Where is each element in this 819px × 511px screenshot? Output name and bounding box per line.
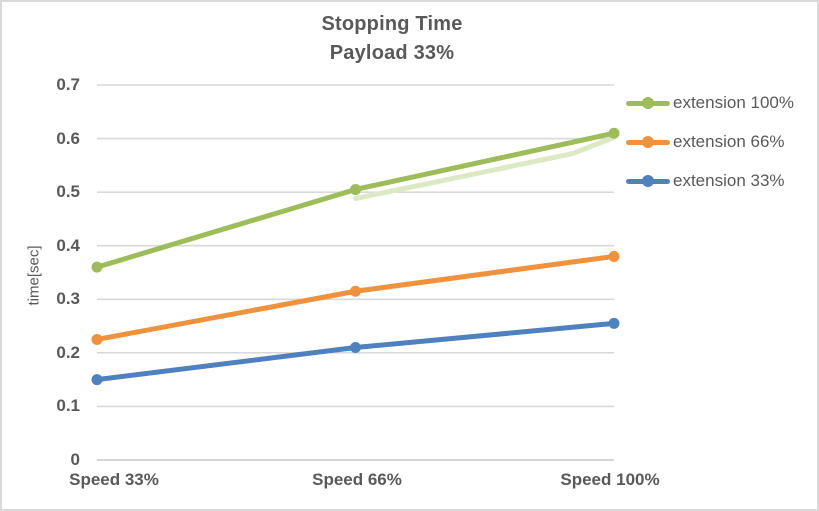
series-line [94, 253, 617, 342]
y-tick-label: 0.5 [56, 182, 80, 202]
legend-line-marker-icon [626, 136, 670, 148]
legend-label: extension 100% [673, 93, 794, 112]
data-point-marker [91, 333, 103, 345]
legend-dot-icon [642, 175, 654, 187]
legend-item[interactable]: extension 66% [626, 122, 817, 162]
chart-title-line1: Stopping Time [321, 13, 463, 35]
legend-label: extension 33% [673, 171, 785, 190]
legend-label: extension 66% [673, 132, 785, 151]
series-shadow-line [353, 135, 617, 202]
data-point-marker [608, 317, 620, 329]
data-point-marker [608, 250, 620, 262]
data-point-marker [91, 374, 103, 386]
data-point-marker [608, 127, 620, 139]
y-tick-label: 0 [70, 450, 80, 469]
legend-item[interactable]: extension 33% [626, 161, 817, 201]
chart-title: Stopping Time Payload 33% [97, 10, 687, 68]
data-point-marker [91, 261, 103, 273]
y-tick-label: 0.6 [56, 128, 80, 148]
x-category-label: Speed 66% [312, 470, 402, 489]
y-tick-label: 0.4 [56, 235, 80, 255]
data-point-marker [350, 285, 361, 297]
y-tick-label: 0.3 [56, 289, 80, 309]
x-category-label: Speed 100% [560, 470, 660, 489]
legend-item[interactable]: extension 100% [626, 83, 817, 123]
legend-line-marker-icon [626, 97, 670, 109]
y-tick-label: 0.1 [56, 396, 80, 416]
legend-line-marker-icon [626, 175, 670, 187]
data-point-marker [350, 342, 361, 353]
y-tick-label: 0.2 [56, 342, 80, 362]
data-point-marker [350, 183, 361, 195]
legend-dot-icon [642, 136, 654, 148]
legend-dot-icon [642, 97, 654, 109]
x-category-label: Speed 33% [69, 470, 159, 489]
chart-title-line2: Payload 33% [329, 42, 455, 64]
y-tick-label: 0.7 [56, 75, 80, 94]
